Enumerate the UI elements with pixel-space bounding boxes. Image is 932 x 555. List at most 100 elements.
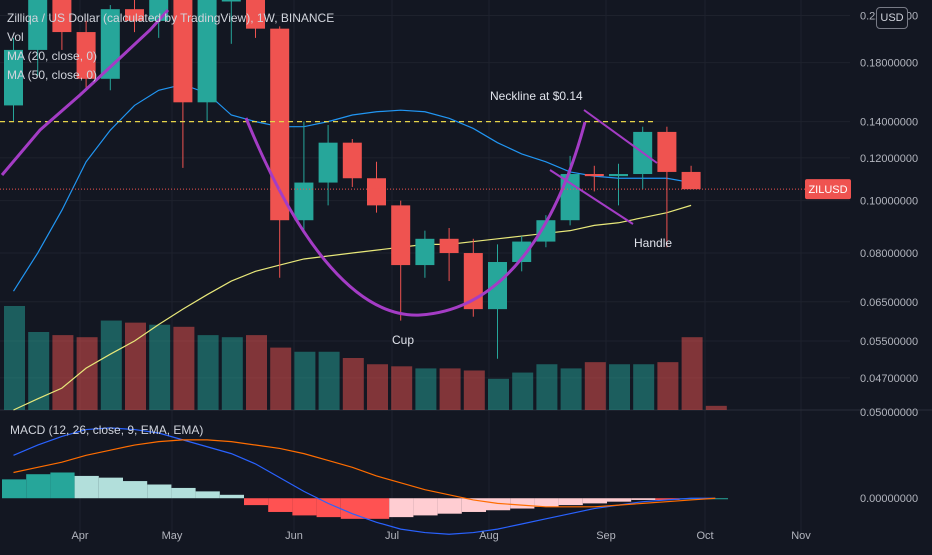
volume-bar <box>149 324 171 410</box>
price-tick-label: 0.12000000 <box>860 153 918 165</box>
macd-histogram-bar <box>510 498 535 509</box>
volume-bar <box>584 362 606 410</box>
price-tick-label: 0.04700000 <box>860 373 918 385</box>
candle-body <box>584 174 604 177</box>
legend-ma50[interactable]: MA (50, close, 0) <box>7 68 98 82</box>
candle-body <box>52 0 72 33</box>
macd-histogram-bar <box>461 498 486 512</box>
candle-body <box>125 9 144 21</box>
macd-pane <box>2 427 728 535</box>
volume-bar <box>536 364 558 410</box>
time-tick-label: May <box>162 530 183 542</box>
candle-body <box>294 182 314 221</box>
candle-body <box>391 205 411 266</box>
volume-bar <box>173 326 195 410</box>
cup-curve <box>244 117 587 317</box>
volume-bar <box>367 364 388 410</box>
candle-body <box>415 238 435 266</box>
volume-bar <box>4 306 25 410</box>
price-tick-label: 0.00000000 <box>860 493 918 505</box>
symbol-price-tag: ZILUSD <box>808 184 847 196</box>
macd-histogram-bar <box>244 498 269 506</box>
macd-line <box>13 427 716 535</box>
time-tick-label: Aug <box>479 530 499 542</box>
candle-body <box>318 142 338 183</box>
candle-body <box>536 220 556 242</box>
uptrend-line <box>0 8 170 176</box>
macd-histogram-bar <box>98 477 123 499</box>
volume-bar <box>197 335 219 410</box>
volume-bar <box>318 351 340 410</box>
handle-label: Handle <box>634 236 672 250</box>
volume-bar <box>609 364 630 410</box>
candle-body <box>463 253 483 310</box>
candle-body <box>270 28 290 221</box>
moving-averages <box>12 83 692 411</box>
volume-bars <box>4 306 727 410</box>
time-tick-label: Oct <box>696 530 713 542</box>
candle-body <box>560 174 580 221</box>
macd-histogram-bar <box>582 498 607 504</box>
macd-histogram-bar <box>389 498 414 518</box>
pattern-drawings <box>0 8 850 317</box>
cup-label: Cup <box>392 333 414 347</box>
candle-body <box>681 171 701 190</box>
volume-bar <box>125 322 146 410</box>
volume-bar <box>488 378 509 410</box>
candle-body <box>197 0 217 103</box>
candle-body <box>76 32 96 79</box>
volume-bar <box>270 347 292 410</box>
volume-bar <box>681 337 703 410</box>
handle-upper-line <box>583 109 658 164</box>
macd-histogram-bar <box>123 481 148 499</box>
volume-bar <box>705 405 727 410</box>
price-tick-label: 0.06500000 <box>860 297 918 309</box>
macd-histogram-bar <box>486 498 511 511</box>
candle-body <box>221 0 241 2</box>
macd-histogram-bar <box>655 498 680 500</box>
candles <box>4 0 701 359</box>
candle-body <box>246 0 265 29</box>
volume-bar <box>657 362 679 410</box>
volume-bar <box>391 366 413 410</box>
price-tick-label: 0.18000000 <box>860 58 918 70</box>
macd-histogram-bar <box>26 474 51 499</box>
volume-bar <box>560 368 582 410</box>
macd-histogram-bar <box>171 487 196 499</box>
volume-bar <box>28 332 50 410</box>
legend-volume[interactable]: Vol <box>7 30 24 44</box>
neckline-label: Neckline at $0.14 <box>490 89 583 103</box>
volume-bar <box>463 370 485 410</box>
macd-histogram-bar <box>147 484 172 499</box>
macd-histogram-bar <box>2 479 27 499</box>
volume-bar <box>342 358 364 410</box>
legend-ma20[interactable]: MA (20, close, 0) <box>7 49 98 63</box>
macd-histogram-bar <box>534 498 559 507</box>
volume-bar <box>76 337 98 410</box>
candle-body <box>342 142 362 179</box>
candle-body <box>367 178 386 206</box>
candle-body <box>439 238 459 254</box>
macd-histogram-bar <box>703 498 728 500</box>
macd-histogram-bar <box>607 498 632 502</box>
volume-bar <box>100 320 122 410</box>
time-tick-label: Jun <box>285 530 303 542</box>
volume-bar <box>221 337 243 410</box>
price-tick-label: 0.05000000 <box>860 407 918 419</box>
volume-bar <box>246 335 267 410</box>
price-tick-label: 0.10000000 <box>860 196 918 208</box>
candle-body <box>4 49 23 106</box>
macd-histogram-bar <box>50 472 75 499</box>
macd-histogram-bar <box>437 498 462 514</box>
handle-lower-line <box>549 169 634 225</box>
time-tick-label: Jul <box>385 530 399 542</box>
candle-body <box>609 174 628 177</box>
volume-bar <box>52 335 74 410</box>
currency-badge[interactable]: USD <box>876 7 908 29</box>
candle-body <box>173 0 193 103</box>
macd-histogram-bar <box>316 498 341 518</box>
symbol-title[interactable]: Zilliqa / US Dollar (calculated by Tradi… <box>7 11 335 25</box>
price-tick-label: 0.05500000 <box>860 336 918 348</box>
